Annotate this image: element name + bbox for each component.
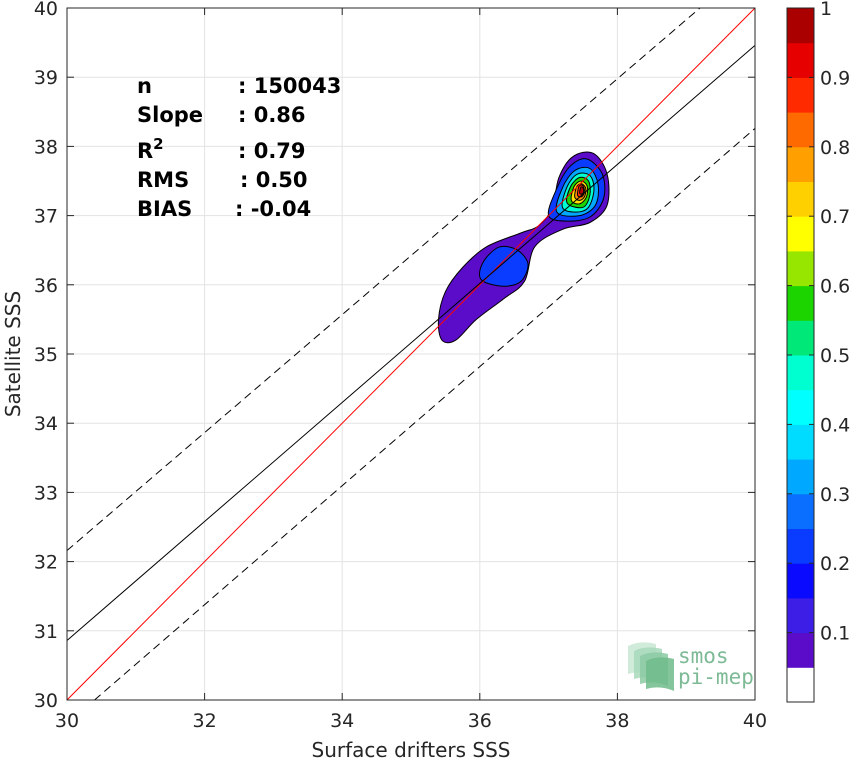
colorbar: 0.1 0.2 0.3 0.4 0.5 0.6 0.7 0.8 0.9 1	[786, 0, 850, 703]
stat-label-0: n	[137, 74, 152, 98]
colorbar-bin-4	[787, 528, 814, 564]
colorbar-tick-label-1: 0.2	[820, 553, 850, 575]
stat-label-1: Slope	[137, 103, 203, 127]
x-tick-label-5: 40	[743, 710, 767, 732]
y-tick-label-8: 38	[34, 136, 58, 158]
colorbar-bin-12	[787, 250, 814, 287]
x-axis-label: Surface drifters SSS	[312, 738, 511, 762]
y-tick-label-6: 36	[34, 275, 58, 297]
colorbar-tick-label-3: 0.4	[820, 414, 850, 436]
colorbar-tick-label-7: 0.8	[820, 137, 850, 159]
logo-text-smos: smos	[678, 644, 729, 668]
y-tick-label-1: 31	[34, 621, 58, 643]
colorbar-tick-label-2: 0.3	[820, 484, 850, 506]
reference-lines	[67, 8, 755, 700]
y-tick-label-0: 30	[34, 690, 58, 712]
stat-value-3: : 0.50	[240, 168, 308, 192]
colorbar-tick-label-0: 0.1	[820, 623, 850, 645]
reference-line-upper	[67, 8, 701, 551]
y-axis-label: Satellite SSS	[1, 291, 25, 417]
y-tick-label-4: 34	[34, 413, 58, 435]
stat-value-2: : 0.79	[238, 139, 306, 163]
y-tick-label-10: 40	[34, 0, 58, 20]
colorbar-bin-6	[787, 459, 814, 495]
colorbar-tick-label-6: 0.7	[820, 206, 850, 228]
colorbar-bin-15	[787, 146, 814, 182]
density-contours	[437, 151, 610, 344]
colorbar-tick-label-9: 1	[820, 0, 832, 20]
colorbar-bin-5	[787, 493, 814, 529]
y-tick-label-5: 35	[34, 344, 58, 366]
y-axis-ticks: 30 31 32 33 34 35 36 37 38 39 40	[34, 0, 755, 712]
colorbar-bin-13	[787, 216, 814, 252]
stat-label-4: BIAS	[137, 197, 192, 221]
colorbar-bin-19	[787, 8, 814, 44]
stat-value-1: : 0.86	[238, 103, 306, 127]
colorbar-bin-0	[787, 667, 814, 703]
x-tick-label-0: 30	[55, 710, 79, 732]
colorbar-bin-14	[787, 181, 814, 217]
x-tick-label-1: 32	[193, 710, 217, 732]
x-tick-label-4: 38	[605, 710, 629, 732]
colorbar-bin-2	[787, 597, 814, 634]
colorbar-bin-16	[787, 112, 814, 148]
colorbar-bin-3	[787, 563, 814, 599]
x-axis-ticks: 30 32 34 36 38 40	[55, 8, 767, 732]
y-tick-label-7: 37	[34, 206, 58, 228]
colorbar-tick-label-5: 0.6	[820, 276, 850, 298]
stat-label-superscript: 2	[153, 135, 163, 153]
grid-lines	[66, 7, 756, 701]
logo-layer-icon-3	[646, 657, 674, 691]
colorbar-bin-8	[787, 389, 814, 425]
y-tick-label-2: 32	[34, 552, 58, 574]
colorbar-bin-7	[787, 424, 814, 460]
logo-text-pi-mep: pi-mep	[678, 665, 754, 689]
colorbar-bin-9	[787, 355, 814, 391]
y-tick-label-9: 39	[34, 67, 58, 89]
stat-value-4: : -0.04	[235, 197, 311, 221]
colorbar-bin-10	[787, 320, 814, 356]
reference-line-fit	[67, 44, 755, 641]
reference-line-1:1	[67, 8, 755, 700]
colorbar-bin-1	[787, 632, 814, 668]
colorbar-tick-label-8: 0.9	[820, 67, 850, 89]
density-contour-9	[579, 186, 585, 195]
density-contour-1	[479, 245, 529, 287]
colorbar-bin-11	[787, 285, 814, 321]
colorbar-bin-18	[787, 42, 814, 78]
stat-label-3: RMS	[137, 168, 189, 192]
stat-value-0: : 150043	[238, 74, 341, 98]
x-tick-label-2: 34	[330, 710, 354, 732]
reference-line-lower	[94, 128, 755, 700]
colorbar-bin-17	[787, 77, 814, 113]
x-tick-label-3: 36	[468, 710, 492, 732]
y-tick-label-3: 33	[34, 482, 58, 504]
colorbar-tick-label-4: 0.5	[820, 345, 850, 367]
